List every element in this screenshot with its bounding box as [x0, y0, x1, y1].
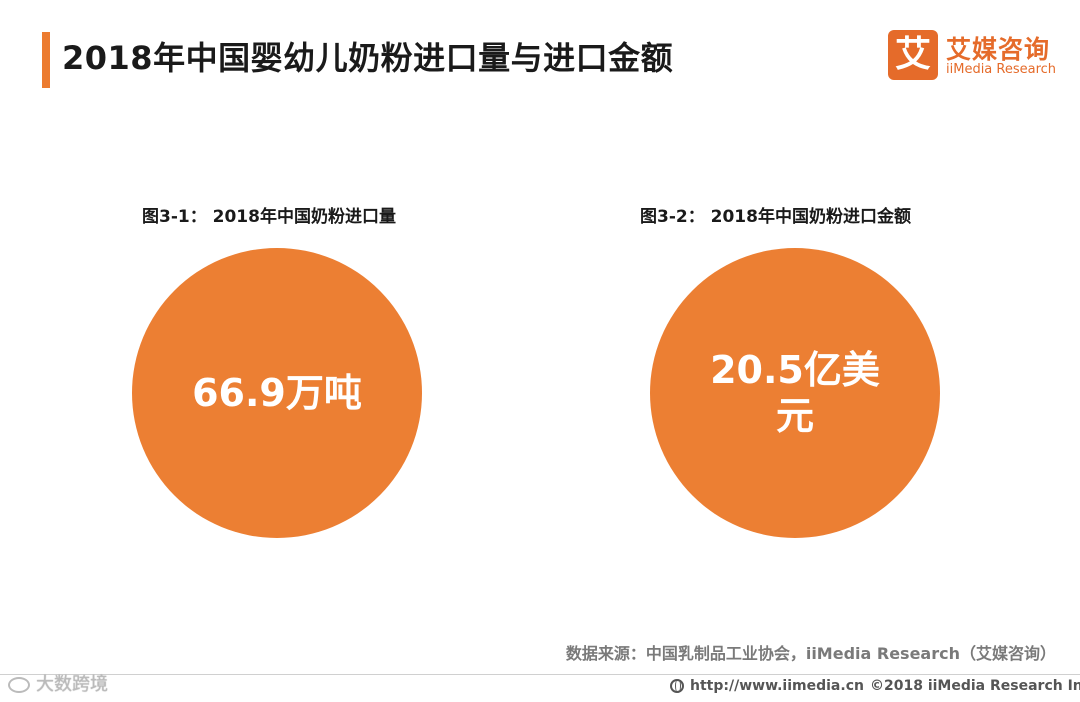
- watermark-text: 大数跨境: [36, 674, 108, 695]
- footer-divider: [0, 674, 1080, 675]
- footer-url-text: http://www.iimedia.cn: [690, 678, 864, 694]
- footer-url[interactable]: http://www.iimedia.cn: [670, 678, 864, 694]
- weibo-icon: [8, 677, 30, 693]
- title-accent-bar: [42, 32, 50, 88]
- footer-copyright: ©2018 iiMedia Research Inc: [870, 678, 1080, 694]
- chart-2-bubble: 20.5亿美元: [650, 248, 940, 538]
- logo-name-cn: 艾媒咨询: [946, 35, 1051, 64]
- logo-mark: 艾: [888, 30, 938, 80]
- brand-logo: 艾 艾媒咨询 iiMedia Research: [888, 30, 1063, 82]
- chart-1-title: 图3-1： 2018年中国奶粉进口量: [142, 207, 396, 227]
- globe-icon: [670, 679, 684, 693]
- chart-1-bubble: 66.9万吨: [132, 248, 422, 538]
- page-title: 2018年中国婴幼儿奶粉进口量与进口金额: [62, 39, 674, 77]
- data-source: 数据来源：中国乳制品工业协会，iiMedia Research（艾媒咨询）: [565, 644, 1056, 663]
- logo-name-en: iiMedia Research: [946, 62, 1057, 77]
- chart-2-value-label: 20.5亿美元: [710, 348, 880, 438]
- chart-1-value-label: 66.9万吨: [192, 371, 362, 415]
- chart-2-title: 图3-2： 2018年中国奶粉进口金额: [640, 207, 911, 227]
- watermark: 大数跨境: [8, 670, 108, 696]
